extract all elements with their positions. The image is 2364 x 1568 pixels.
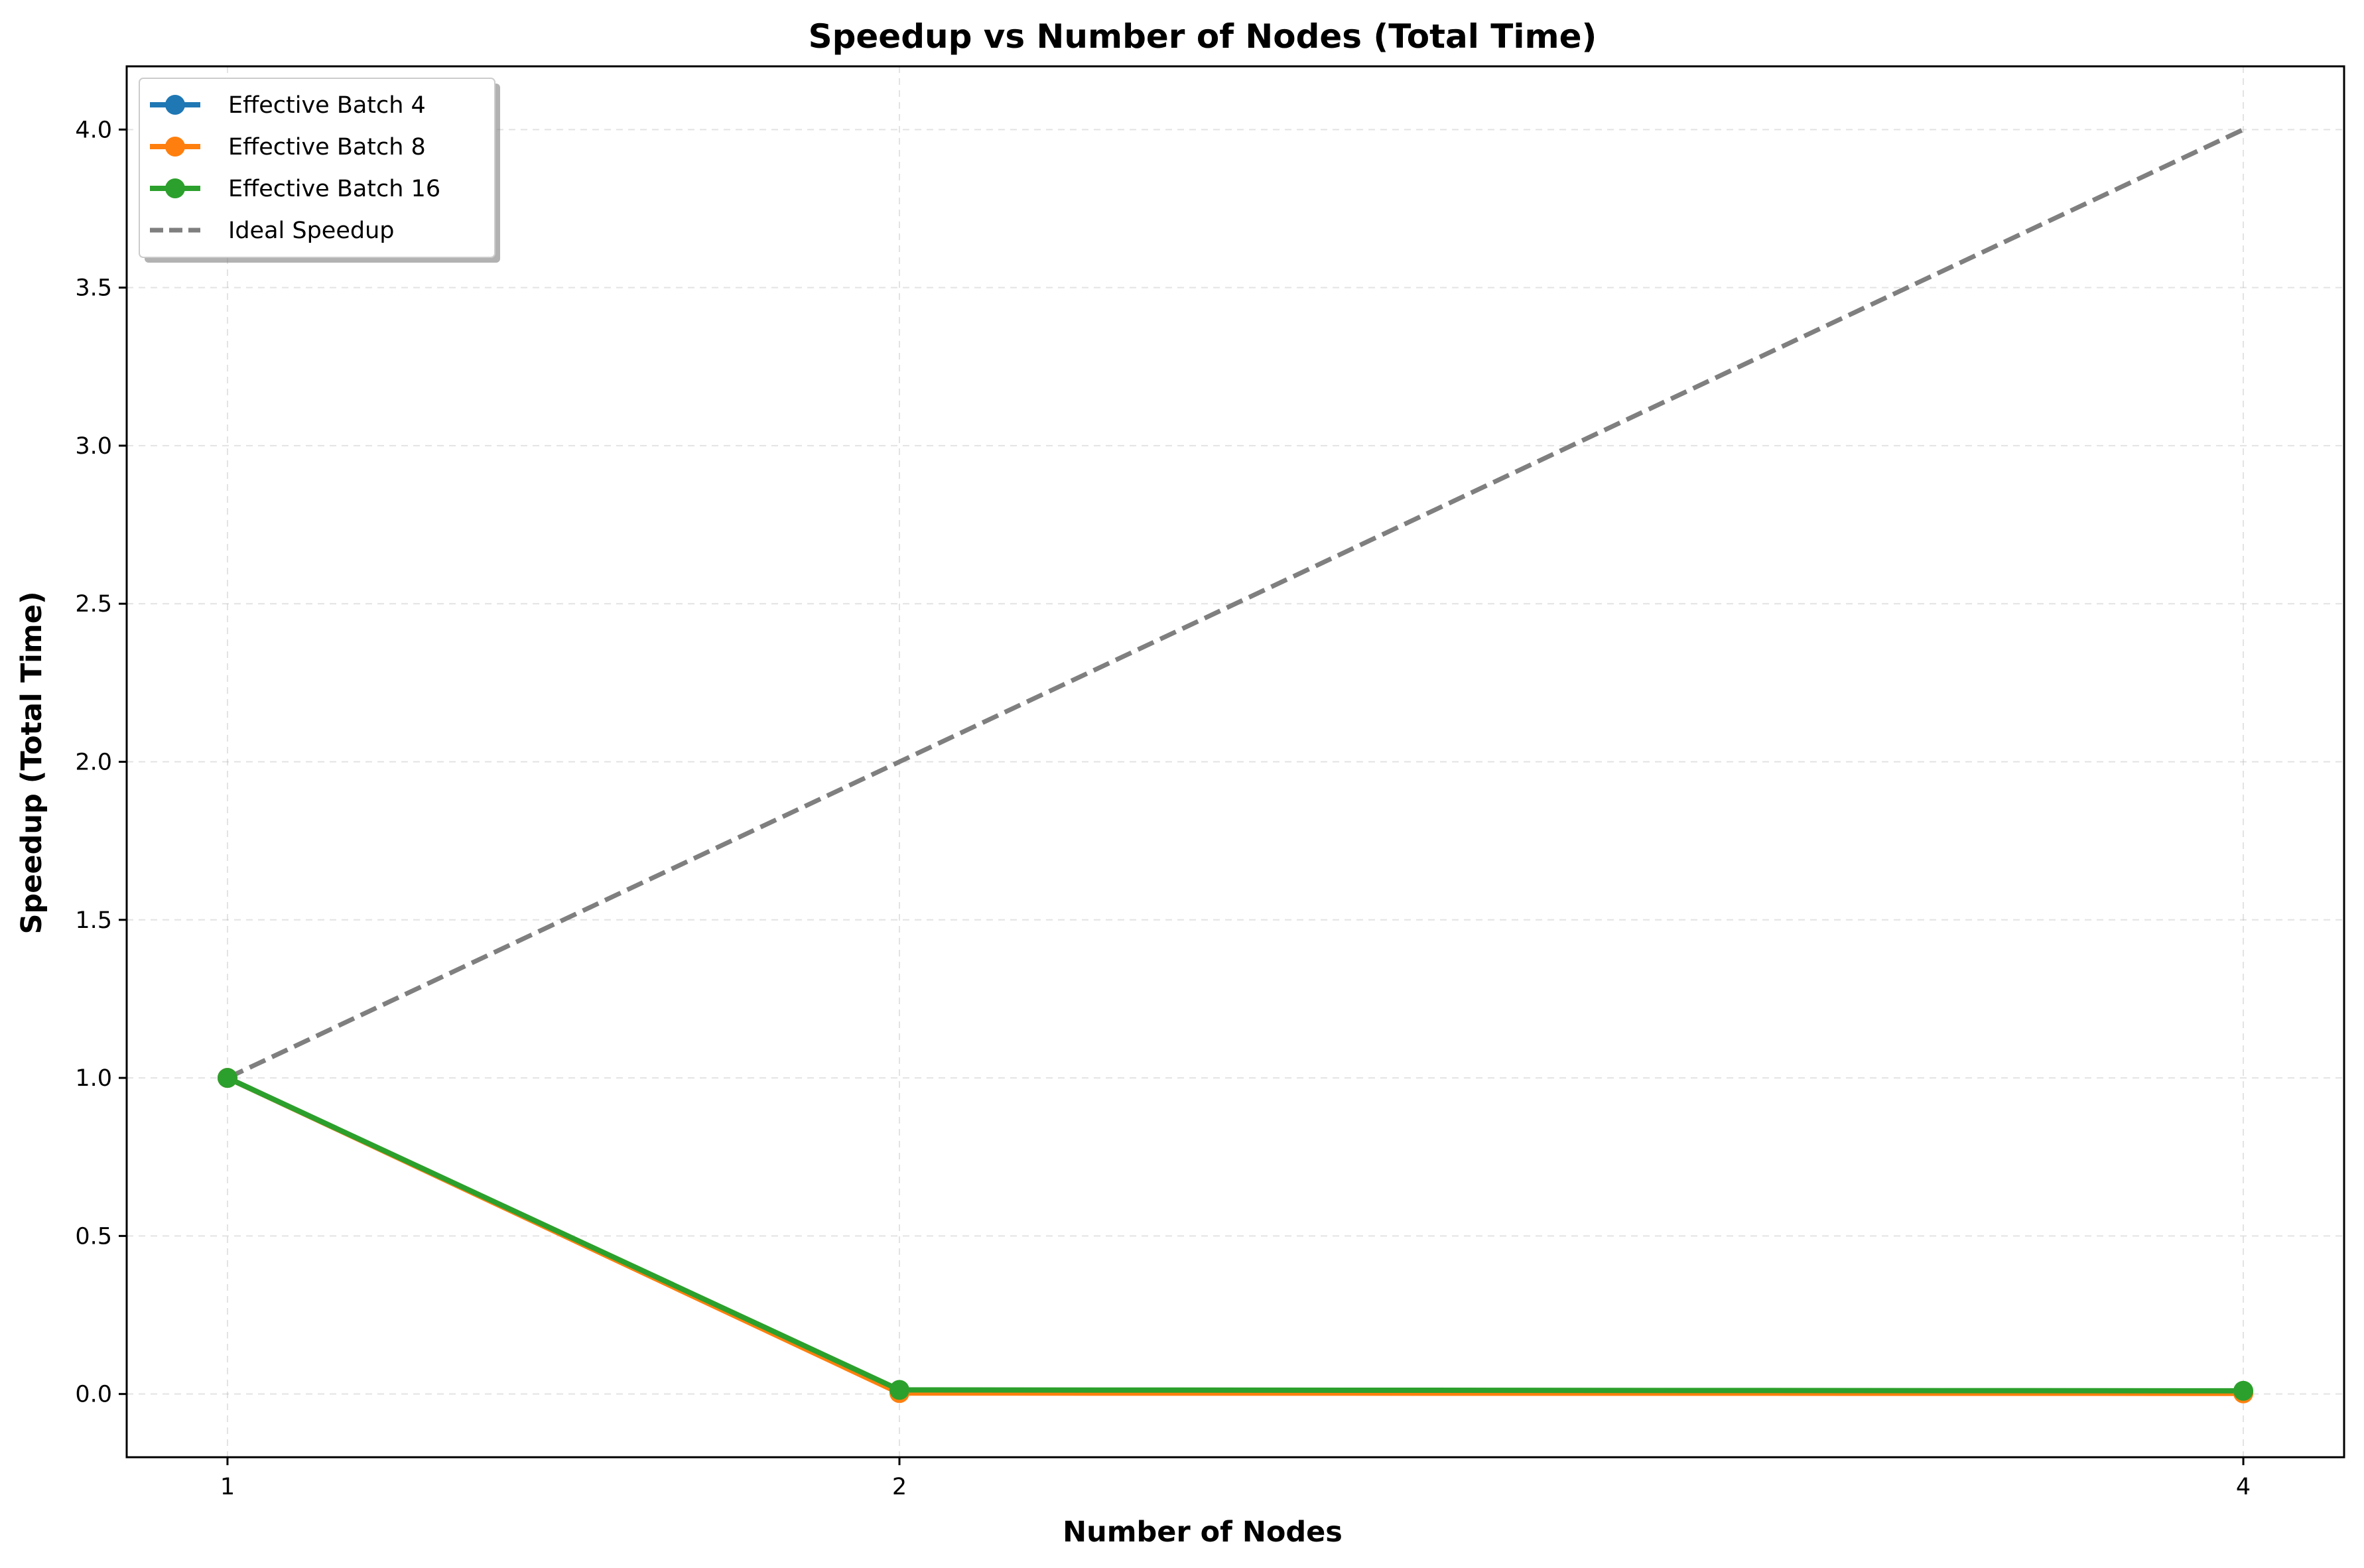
series-layer (217, 127, 2254, 1404)
x-tick-label-1: 2 (892, 1474, 907, 1500)
legend-entry-0: Effective Batch 4 (228, 92, 426, 119)
series-2-point-0 (217, 1068, 237, 1088)
legend-swatch-marker-1 (165, 137, 185, 157)
y-tick-label-3: 1.5 (75, 907, 112, 934)
legend-box (139, 78, 495, 258)
y-tick-label-8: 4.0 (75, 117, 112, 143)
legend-entry-1: Effective Batch 8 (228, 134, 426, 161)
legend-swatch-marker-2 (165, 178, 185, 198)
legend-entry-2: Effective Batch 16 (228, 176, 440, 202)
series-2-point-2 (2233, 1380, 2254, 1401)
y-tick-label-4: 2.0 (75, 750, 112, 776)
x-axis-label: Number of Nodes (1063, 1516, 1343, 1549)
legend-swatch-marker-0 (165, 95, 185, 115)
y-tick-label-2: 1.0 (75, 1065, 112, 1092)
x-axis-ticks: 1 2 4 (220, 1457, 2251, 1500)
x-tick-label-0: 1 (220, 1474, 235, 1500)
x-tick-label-2: 4 (2236, 1474, 2251, 1500)
y-axis-label: Speedup (Total Time) (15, 591, 48, 934)
legend: Effective Batch 4 Effective Batch 8 Effect… (139, 78, 500, 263)
chart-title: Speedup vs Number of Nodes (Total Time) (809, 17, 1597, 56)
legend-entry-3: Ideal Speedup (228, 218, 395, 244)
y-axis-ticks: 0.0 0.5 1.0 1.5 2.0 2.5 3.0 3.5 4.0 (75, 117, 127, 1408)
y-tick-label-7: 3.5 (75, 275, 112, 302)
y-tick-label-0: 0.0 (75, 1382, 112, 1408)
y-tick-label-1: 0.5 (75, 1223, 112, 1250)
series-line-3 (226, 127, 2245, 1080)
y-tick-label-6: 3.0 (75, 433, 112, 460)
series-2-point-1 (889, 1380, 909, 1400)
y-tick-label-5: 2.5 (75, 591, 112, 618)
